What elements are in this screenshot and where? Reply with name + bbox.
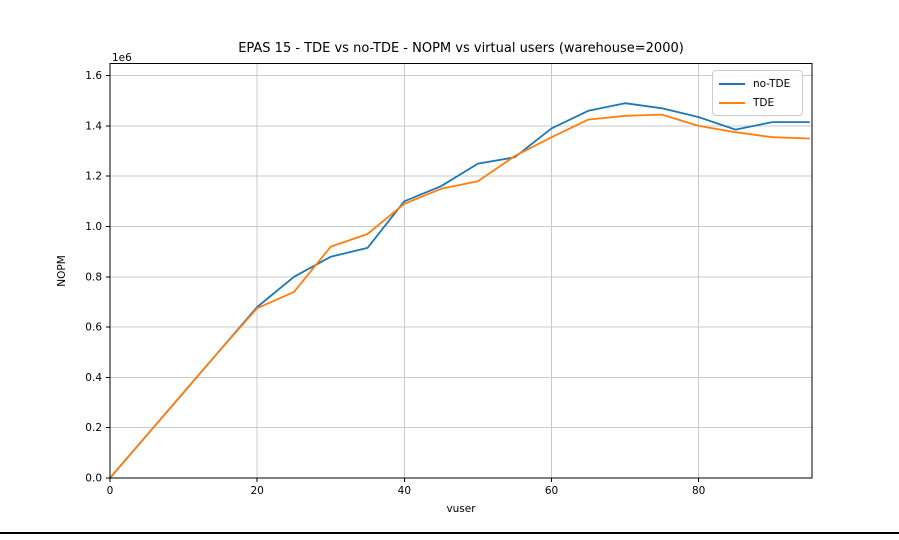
series-line-no-tde (109, 102, 810, 479)
window-bottom-border (0, 532, 899, 534)
legend-label: TDE (753, 96, 775, 109)
x-tick-label: 40 (398, 485, 411, 497)
y-tick-label: 1.6 (85, 70, 102, 82)
axes-frame (109, 62, 813, 479)
legend-entry-no-tde: no-TDE (719, 76, 795, 91)
x-tick-label: 60 (545, 485, 558, 497)
legend-label: no-TDE (753, 77, 791, 90)
legend-line-swatch (719, 82, 745, 85)
y-tick-label: 0.0 (85, 473, 102, 485)
y-axis-offset-label: 1e6 (112, 52, 132, 64)
y-axis-label: NOPM (56, 255, 68, 287)
y-tick-label: 0.2 (85, 422, 102, 434)
legend: no-TDE TDE (712, 70, 803, 116)
series-line-tde (109, 113, 810, 479)
y-tick-label: 0.8 (85, 271, 102, 283)
x-tick-label: 0 (107, 485, 114, 497)
chart-title: EPAS 15 - TDE vs no-TDE - NOPM vs virtua… (238, 41, 684, 56)
legend-entry-tde: TDE (719, 95, 795, 110)
y-tick-label: 1.4 (85, 120, 102, 132)
x-tick-label: 80 (692, 485, 705, 497)
y-tick-label: 0.6 (85, 322, 102, 334)
y-tick-label: 1.2 (85, 171, 102, 183)
y-tick-label: 0.4 (85, 372, 102, 384)
y-tick-label: 1.0 (85, 221, 102, 233)
legend-line-swatch (719, 101, 745, 104)
x-tick-label: 20 (250, 485, 263, 497)
x-axis-label: vuser (446, 503, 476, 515)
